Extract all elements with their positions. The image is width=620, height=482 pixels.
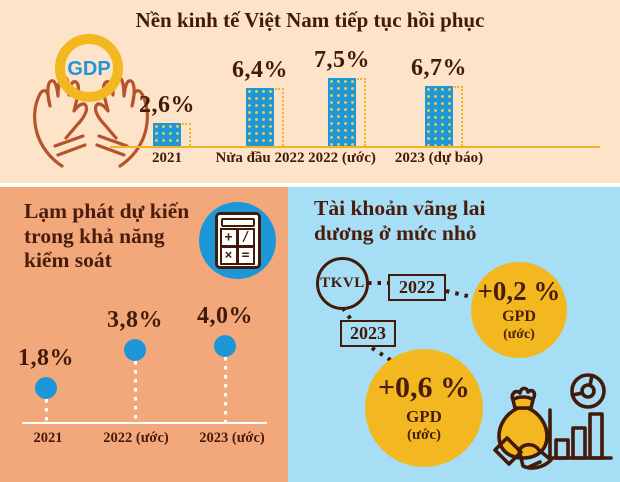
- calculator-body: + / × =: [214, 212, 261, 269]
- connector-dots: [368, 281, 389, 285]
- inflation-title-line: kiểm soát: [24, 248, 112, 272]
- gdp-bar: [425, 86, 463, 146]
- inflation-axis-label: 2022 (ước): [103, 430, 169, 446]
- inflation-point-marker: [214, 335, 236, 357]
- equals-key-icon: =: [236, 246, 255, 265]
- gdp-axis-label: 2022 (ước): [308, 150, 376, 166]
- bubble-note: (ước): [407, 426, 441, 443]
- gdp-chart-baseline: [110, 145, 600, 148]
- gdp-bar-ghost: [357, 78, 366, 146]
- value-bubble-2022: +0,2 % GPD (ước): [471, 262, 567, 358]
- inflation-point-stem: [44, 399, 48, 422]
- year-box-2023: 2023: [340, 320, 396, 347]
- hand-icon: [493, 436, 553, 470]
- gdp-axis-label: 2021: [152, 150, 182, 166]
- calculator-keys: + / × =: [219, 228, 255, 265]
- year-box-2022: 2022: [388, 274, 446, 301]
- gdp-bar-value: 6,4%: [232, 57, 288, 83]
- bubble-note: (ước): [503, 326, 535, 342]
- gdp-bar-value: 6,7%: [411, 55, 467, 81]
- bubble-value: +0,2 %: [477, 276, 561, 307]
- gdp-bar-group: 7,5%: [282, 47, 402, 146]
- bubble-unit: GPD: [502, 308, 536, 326]
- gdp-bar-ghost: [275, 88, 284, 146]
- gdp-icon-label: GDP: [67, 58, 110, 80]
- gdp-bar-group: 6,4%: [200, 57, 320, 146]
- inflation-point-stem: [223, 357, 227, 422]
- inflation-point: 3,8%: [87, 307, 183, 422]
- gdp-ring-icon: [55, 34, 123, 102]
- inflation-title-line: Lạm phát dự kiến: [24, 199, 190, 223]
- tkvl-node-label: TKVL: [320, 275, 365, 291]
- current-account-title-line: Tài khoản vãng lai: [314, 196, 486, 220]
- gdp-bar-ghost: [454, 86, 463, 146]
- multiply-key-icon: ×: [219, 246, 238, 265]
- inflation-point: 1,8%: [0, 345, 94, 422]
- inflation-axis-label: 2021: [33, 430, 63, 446]
- gdp-hands-icon: GDP: [16, 28, 166, 176]
- gdp-panel-title: Nền kinh tế Việt Nam tiếp tục hồi phục: [135, 8, 485, 32]
- gdp-panel: Nền kinh tế Việt Nam tiếp tục hồi phục G…: [0, 0, 620, 183]
- inflation-point-marker: [35, 377, 57, 399]
- gdp-bar-group: 6,7%: [379, 55, 499, 146]
- inflation-point: 4,0%: [177, 303, 273, 422]
- current-account-title-line: dương ở mức nhỏ: [314, 220, 477, 245]
- inflation-panel-title: Lạm phát dự kiến trong khả năng kiểm soá…: [24, 199, 189, 273]
- gdp-bar-value: 2,6%: [139, 92, 195, 118]
- bar-chart-icon: [548, 408, 613, 460]
- current-account-panel: Tài khoản vãng lai dương ở mức nhỏ TKVL …: [288, 187, 620, 482]
- gdp-axis-label: 2023 (dự báo): [394, 150, 484, 166]
- gdp-bar: [153, 123, 191, 146]
- bubble-value: +0,6 %: [377, 370, 471, 404]
- inflation-point-marker: [124, 339, 146, 361]
- inflation-point-value: 3,8%: [107, 307, 163, 333]
- money-bag-chart-icon: [493, 370, 618, 470]
- calculator-icon: + / × =: [199, 202, 276, 279]
- tkvl-node: TKVL: [316, 257, 369, 310]
- inflation-point-value: 4,0%: [197, 303, 253, 329]
- inflation-point-value: 1,8%: [18, 345, 74, 371]
- divide-key-icon: /: [236, 228, 255, 247]
- inflation-panel: Lạm phát dự kiến trong khả năng kiểm soá…: [0, 187, 288, 482]
- inflation-axis-label: 2023 (ước): [199, 430, 265, 446]
- donut-chart-icon: [570, 373, 606, 409]
- gdp-bar-group: 2,6%: [107, 92, 227, 146]
- inflation-point-stem: [133, 361, 137, 422]
- current-account-title: Tài khoản vãng lai dương ở mức nhỏ: [314, 196, 485, 245]
- plus-key-icon: +: [219, 228, 238, 247]
- value-bubble-2023: +0,6 % GPD (ước): [365, 349, 483, 467]
- gdp-bar-value: 7,5%: [314, 47, 370, 73]
- inflation-title-line: trong khả năng: [24, 223, 165, 248]
- gdp-bar-ghost: [182, 123, 191, 146]
- gdp-bar: [246, 88, 284, 146]
- connector-dots: [445, 289, 474, 299]
- inflation-chart-baseline: [22, 421, 267, 424]
- bubble-unit: GPD: [406, 406, 442, 426]
- money-bag-icon: [497, 386, 549, 460]
- gdp-bar: [328, 78, 366, 146]
- gdp-axis-label: Nửa đầu 2022: [215, 150, 305, 166]
- calculator-screen: [220, 218, 255, 227]
